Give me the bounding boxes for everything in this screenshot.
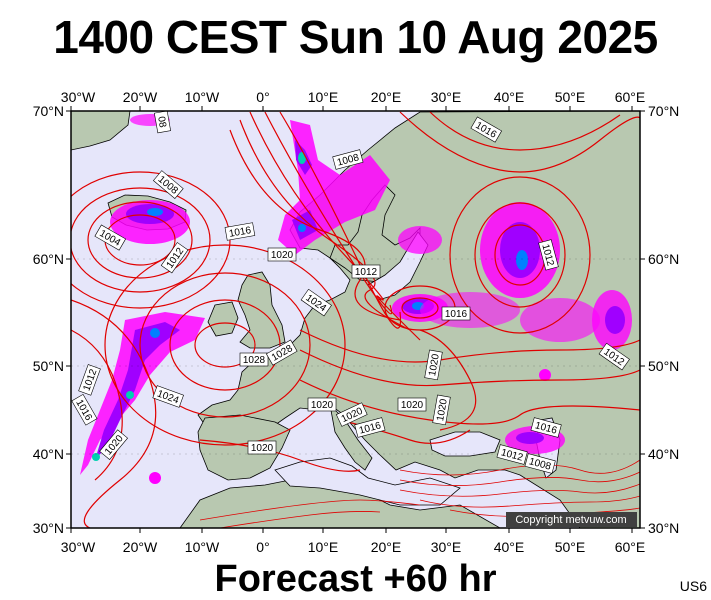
lon-label: 60°E (615, 89, 646, 105)
lon-label: 30°E (431, 89, 462, 105)
isobar-label: 1012 (355, 267, 378, 278)
lat-label: 40°N (648, 446, 679, 462)
lon-label: 0° (256, 89, 269, 105)
lon-label: 20°W (123, 89, 158, 105)
isobar-label: 1028 (243, 355, 266, 366)
model-code: US6 (679, 578, 707, 594)
map-title: 1400 CEST Sun 10 Aug 2025 (53, 11, 658, 63)
lat-label: 40°N (33, 446, 64, 462)
greenland (71, 111, 131, 151)
lon-label: 50°E (555, 89, 586, 105)
lat-label: 70°N (33, 103, 64, 119)
lat-labels-left: 70°N 60°N 50°N 40°N 30°N (33, 103, 64, 536)
lon-label: 30°W (61, 89, 96, 105)
copyright-box: Copyright metvuw.com (506, 512, 637, 527)
isobar-label: 1020 (271, 250, 294, 261)
lon-labels-top: 30°W 20°W 10°W 0° 10°E 20°E 30°E 40°E 50… (61, 89, 645, 105)
graticule (71, 258, 640, 455)
lon-label: 20°E (371, 89, 402, 105)
lat-label: 70°N (648, 103, 679, 119)
iberia (197, 414, 291, 481)
lon-label: 30°E (431, 539, 462, 555)
lat-label: 30°N (648, 520, 679, 536)
lon-label: 60°E (615, 539, 646, 555)
lon-label: 10°E (308, 539, 339, 555)
lat-label: 60°N (33, 251, 64, 267)
lon-label: 40°E (494, 89, 525, 105)
isobar-label: 1016 (445, 309, 468, 320)
isobar-label: 1020 (311, 400, 334, 411)
isobar-label: 1020 (427, 353, 442, 377)
lon-label: 10°E (308, 89, 339, 105)
isobar-label: 1016 (228, 225, 252, 240)
lon-label: 20°W (123, 539, 158, 555)
lon-label: 50°E (555, 539, 586, 555)
tick-marks (66, 106, 645, 533)
lat-labels-right: 70°N 60°N 50°N 40°N 30°N (648, 103, 679, 536)
lon-label: 10°W (185, 539, 220, 555)
lon-label: 10°W (185, 89, 220, 105)
black-sea (429, 431, 501, 457)
map-frame (70, 110, 641, 529)
isobar-label: 1020 (401, 400, 424, 411)
isobar-label: 1020 (435, 398, 450, 422)
lon-labels-bottom: 30°W 20°W 10°W 0° 10°E 20°E 30°E 40°E 50… (61, 539, 645, 555)
ireland (207, 301, 239, 337)
copyright-text: Copyright metvuw.com (515, 514, 626, 526)
lat-label: 50°N (33, 358, 64, 374)
forecast-label: Forecast +60 hr (214, 558, 497, 600)
lon-label: 40°E (494, 539, 525, 555)
lat-label: 30°N (33, 520, 64, 536)
lon-label: 20°E (371, 539, 402, 555)
lon-label: 30°W (61, 539, 96, 555)
isobar-label: 1020 (251, 443, 274, 454)
isobar-label: 08 (155, 116, 168, 129)
lat-label: 50°N (648, 358, 679, 374)
lon-label: 0° (256, 539, 269, 555)
mediterranean (274, 457, 461, 506)
isobars (71, 111, 640, 528)
isobar-labels: 1004 1008 1012 08 1008 1016 1020 1024 10… (71, 111, 630, 474)
lat-label: 60°N (648, 251, 679, 267)
great-britain (237, 271, 286, 349)
